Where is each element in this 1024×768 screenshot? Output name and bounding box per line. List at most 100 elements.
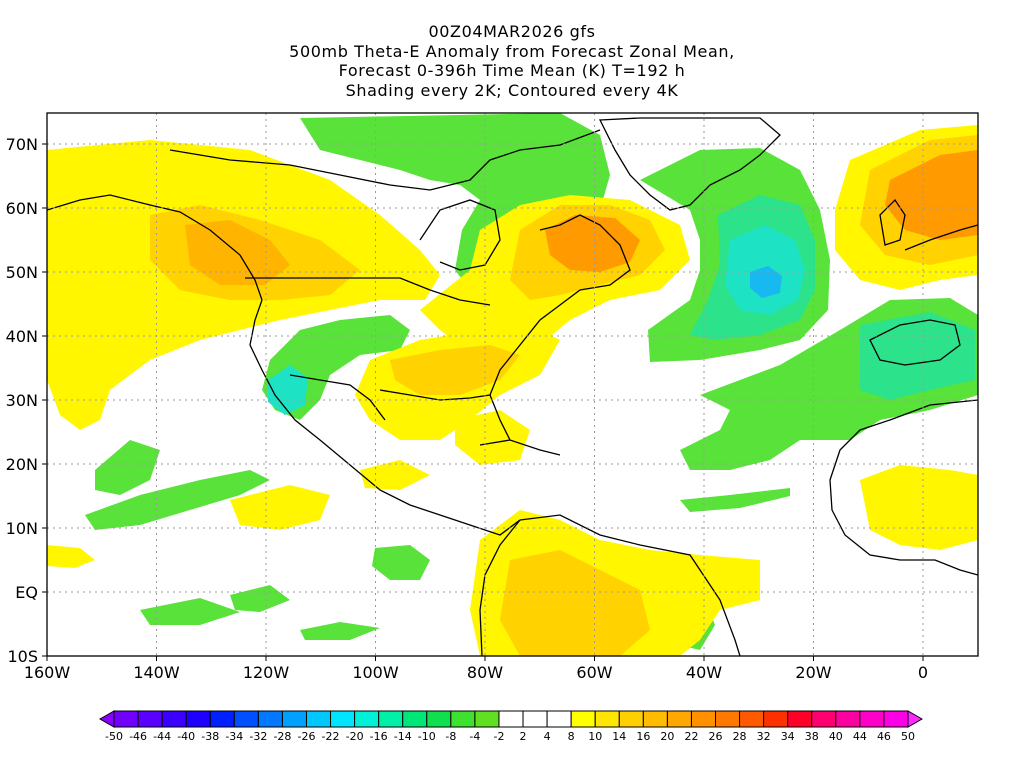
colorbar-box [666, 710, 692, 728]
colorbar-box [378, 710, 404, 728]
lat-label: 10S [7, 647, 38, 666]
shade-gulf-yellow [455, 410, 530, 465]
colorbar-box [835, 710, 861, 728]
plot-frame [46, 112, 979, 657]
colorbar-box [763, 710, 789, 728]
colorbar-box [570, 710, 596, 728]
coastlines [47, 117, 978, 656]
coast-cuba [479, 439, 561, 456]
lon-label: 120W [243, 663, 290, 682]
colorbar-label: -14 [394, 730, 412, 743]
colorbar-label: -2 [493, 730, 504, 743]
shade-tropical-pacific-yellow [230, 485, 330, 530]
colorbar-box [811, 710, 837, 728]
colorbar-low-arrow [98, 710, 115, 728]
colorbar-label: -34 [225, 730, 243, 743]
title-shading: Shading every 2K; Contoured every 4K [345, 80, 679, 100]
lon-label: 160W [24, 663, 71, 682]
colorbar-label: -4 [469, 730, 480, 743]
colorbar-label: 44 [853, 730, 867, 743]
colorbar-label: 4 [544, 730, 551, 743]
lon-label: 40W [686, 663, 722, 682]
colorbar-label: 46 [877, 730, 891, 743]
colorbar-label: 38 [805, 730, 819, 743]
shade-south-pacific-3 [300, 622, 380, 640]
colorbar-box [402, 710, 428, 728]
coast-canada-arctic [169, 129, 601, 191]
colorbar-box [281, 710, 307, 728]
colorbar-box [137, 710, 163, 728]
axis-ticks [42, 143, 924, 661]
lon-label: 60W [576, 663, 612, 682]
lon-label: 0 [918, 663, 928, 682]
shade-europe-core [885, 150, 978, 240]
anomaly-shading [47, 113, 978, 656]
colorbar-box [642, 710, 668, 728]
lon-label: 80W [467, 663, 503, 682]
shade-gulf-yellow-2 [360, 460, 430, 490]
colorbar-box [233, 710, 259, 728]
title-forecast: Forecast 0-396h Time Mean (K) T=192 h [338, 61, 686, 80]
shade-equator-blob [372, 545, 430, 580]
colorbar-label: -32 [249, 730, 267, 743]
colorbar-box [354, 710, 380, 728]
colorbar-box [522, 710, 548, 728]
colorbar-label: -50 [105, 730, 123, 743]
colorbar-box [618, 710, 644, 728]
lon-label: 100W [352, 663, 399, 682]
colorbar-box [426, 710, 452, 728]
colorbar-label: -40 [177, 730, 195, 743]
colorbar-label: -26 [298, 730, 316, 743]
colorbar-box [498, 710, 524, 728]
lat-label: 20N [6, 455, 38, 474]
title-run: 00Z04MAR2026 gfs [428, 22, 596, 41]
shade-west-us-teal [268, 365, 308, 415]
coast-greenland [598, 117, 781, 211]
shade-west-pacific-yellow [47, 545, 95, 568]
colorbar-box [883, 710, 909, 728]
colorbar-box [450, 710, 476, 728]
lat-label: 40N [6, 327, 38, 346]
coast-south-america [519, 514, 741, 656]
colorbar-label: 20 [660, 730, 674, 743]
colorbar-label: -10 [418, 730, 436, 743]
colorbar-label: -22 [322, 730, 340, 743]
shade-central-pacific [95, 440, 160, 495]
border-us-canada [245, 277, 491, 306]
lon-label: 20W [795, 663, 831, 682]
colorbar-label: -16 [370, 730, 388, 743]
shade-south-america-orange [500, 550, 650, 656]
colorbar-box [690, 710, 717, 728]
colorbar-box [715, 710, 741, 728]
colorbar-label: -28 [273, 730, 291, 743]
colorbar-box [161, 710, 187, 728]
colorbar-label: 50 [901, 730, 915, 743]
coast-north-america-east [489, 214, 631, 396]
gridlines [47, 113, 978, 656]
shade-africa-yellow [860, 465, 978, 550]
colorbar-label: -38 [201, 730, 219, 743]
longitude-axis: 160W 140W 120W 100W 80W 60W 40W 20W 0 [24, 663, 928, 682]
colorbar-box [474, 710, 500, 728]
colorbar-box [739, 710, 765, 728]
colorbar-box [185, 710, 211, 728]
colorbar-label: -20 [346, 730, 364, 743]
lat-label: 50N [6, 263, 38, 282]
colorbar-box [209, 710, 235, 728]
colorbar-label: 32 [757, 730, 771, 743]
colorbar-label: 16 [636, 730, 650, 743]
lat-label: 60N [6, 199, 38, 218]
colorbar-box [594, 710, 620, 728]
coast-british-isles [879, 198, 906, 246]
coast-north-america-west [249, 299, 521, 536]
colorbar-box [859, 710, 885, 728]
coast-alaska [47, 194, 263, 301]
colorbar-label: 2 [520, 730, 527, 743]
shade-pacific-band [85, 470, 270, 530]
shade-southeast-us-orange [390, 345, 520, 395]
colorbar-label: 26 [709, 730, 723, 743]
colorbar-box [257, 710, 283, 728]
colorbar-box [787, 710, 813, 728]
colorbar-label: 22 [684, 730, 698, 743]
colorbar-label: 34 [781, 730, 795, 743]
